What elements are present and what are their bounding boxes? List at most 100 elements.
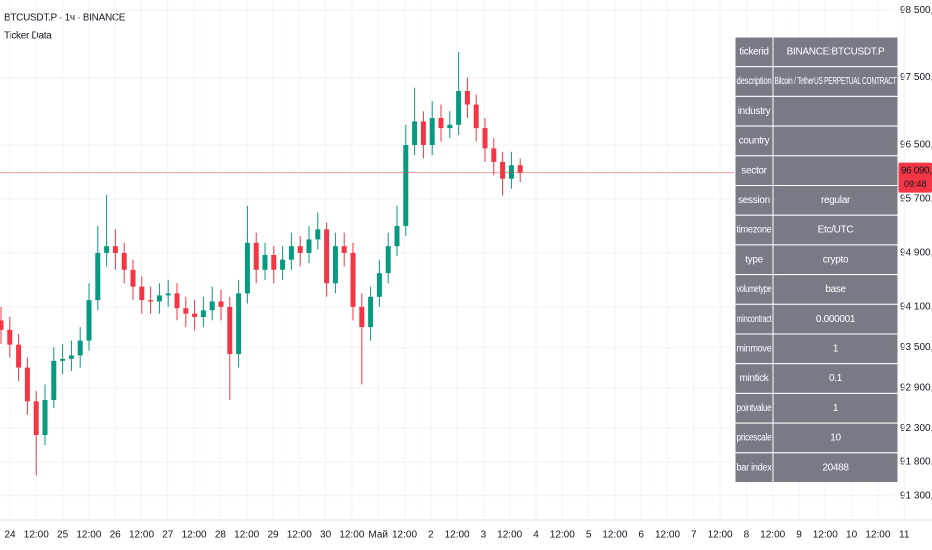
x-tick-label: 12:00 <box>234 530 259 541</box>
x-tick-label: 12:00 <box>287 530 312 541</box>
table-key: volumetype <box>737 284 773 295</box>
candle-body <box>104 246 110 253</box>
candle-body <box>227 306 233 355</box>
candle-body <box>95 252 101 301</box>
candle-body <box>429 118 435 146</box>
table-key-cell <box>734 214 774 246</box>
table-key: pointvalue <box>737 403 773 414</box>
candle-body <box>68 355 74 359</box>
candle-body <box>412 121 418 146</box>
table-key: timezone <box>737 225 773 236</box>
candle-body <box>253 242 259 270</box>
candle-body <box>60 358 66 361</box>
y-tick-label: 94 100,0 <box>900 302 932 313</box>
table-value-cell <box>772 274 899 305</box>
x-tick-label: 10 <box>846 530 858 541</box>
table-key: mincontract <box>737 314 772 325</box>
candle-body <box>315 229 321 240</box>
table-value-cell <box>772 155 899 187</box>
candle-body <box>33 401 39 436</box>
table-key-cell <box>734 125 774 157</box>
x-tick-label: 26 <box>110 530 122 541</box>
table-key: session <box>738 195 770 206</box>
table-value: Bitcoin / TetherUS PERPETUAL CONTRACT <box>775 76 897 87</box>
table-value-cell <box>772 66 899 97</box>
y-tick-label: 95 700,0 <box>900 194 932 205</box>
candle-body <box>306 239 312 253</box>
x-tick-label: 12:00 <box>760 530 785 541</box>
x-tick-label: 12:00 <box>497 530 522 541</box>
table-key-cell <box>734 452 774 483</box>
candle-body <box>332 246 338 284</box>
candle-body <box>517 165 523 173</box>
candle-body <box>16 344 22 368</box>
table-value: 10 <box>830 433 841 444</box>
table-key: pricescale <box>737 433 773 444</box>
table-key: minmove <box>737 343 773 354</box>
candle-body <box>7 329 13 345</box>
table-key: tickerid <box>739 46 768 57</box>
table-key-cell <box>734 155 774 187</box>
y-tick-label: 91 800,0 <box>900 457 932 468</box>
table-key-cell <box>734 274 774 305</box>
y-tick-label: 91 300,0 <box>900 490 932 501</box>
candle-body <box>288 246 294 260</box>
chart-title: BTCUSDT.P · 1ч · BINANCE <box>4 13 126 24</box>
table-key: sector <box>741 165 767 176</box>
candle-body <box>183 308 189 314</box>
candle-body <box>350 252 356 307</box>
table-value-cell <box>772 452 899 483</box>
table-value: 1 <box>833 403 839 414</box>
x-tick-label: 11 <box>899 530 910 541</box>
candle-body <box>271 254 277 270</box>
y-tick-label: 94 900,0 <box>900 248 932 259</box>
table-value-cell <box>772 363 899 394</box>
x-tick-label: 28 <box>215 530 227 541</box>
candle-body <box>236 293 242 355</box>
candle-body <box>341 246 347 253</box>
x-tick-label: 12:00 <box>602 530 627 541</box>
x-tick-label: 12:00 <box>813 530 838 541</box>
x-tick-label: 29 <box>267 530 279 541</box>
candle-body <box>403 145 409 226</box>
x-tick-label: 25 <box>57 530 69 541</box>
x-tick-label: 3 <box>481 530 487 541</box>
x-tick-label: 12:00 <box>392 530 417 541</box>
candle-body <box>500 161 506 179</box>
x-tick-label: 8 <box>744 530 750 541</box>
price-tag-countdown: 09:48 <box>904 179 927 189</box>
x-tick-label: 12:00 <box>129 530 154 541</box>
x-tick-label: 2 <box>428 530 434 541</box>
candle-body <box>200 310 206 317</box>
x-tick-label: 12:00 <box>655 530 680 541</box>
candle-body <box>156 295 162 302</box>
candle-body <box>262 254 268 270</box>
candle-body <box>139 286 145 301</box>
x-tick-label: 12:00 <box>24 530 49 541</box>
table-key: type <box>745 254 763 265</box>
x-tick-label: 7 <box>691 530 697 541</box>
table-value-cell <box>772 244 899 276</box>
x-tick-label: 12:00 <box>865 530 890 541</box>
candle-body <box>165 293 171 296</box>
candle-body <box>121 252 127 270</box>
candle-body <box>51 360 57 400</box>
table-key: country <box>739 136 770 147</box>
candle-body <box>385 246 391 274</box>
x-tick-label: Май <box>368 530 388 541</box>
table-value: 0.1 <box>829 373 843 384</box>
table-value-cell <box>772 214 899 246</box>
y-tick-label: 92 300,0 <box>900 423 932 434</box>
y-tick-label: 92 900,0 <box>900 382 932 393</box>
table-value: BINANCE:BTCUSDT.P <box>787 46 885 57</box>
candle-body <box>77 340 83 356</box>
x-tick-label: 12:00 <box>339 530 364 541</box>
x-tick-label: 27 <box>162 530 174 541</box>
table-value-cell <box>772 36 899 68</box>
x-tick-label: 6 <box>638 530 644 541</box>
candle-body <box>130 269 136 287</box>
table-key-cell <box>734 95 774 127</box>
table-key: industry <box>738 106 771 117</box>
candle-body <box>42 399 48 436</box>
